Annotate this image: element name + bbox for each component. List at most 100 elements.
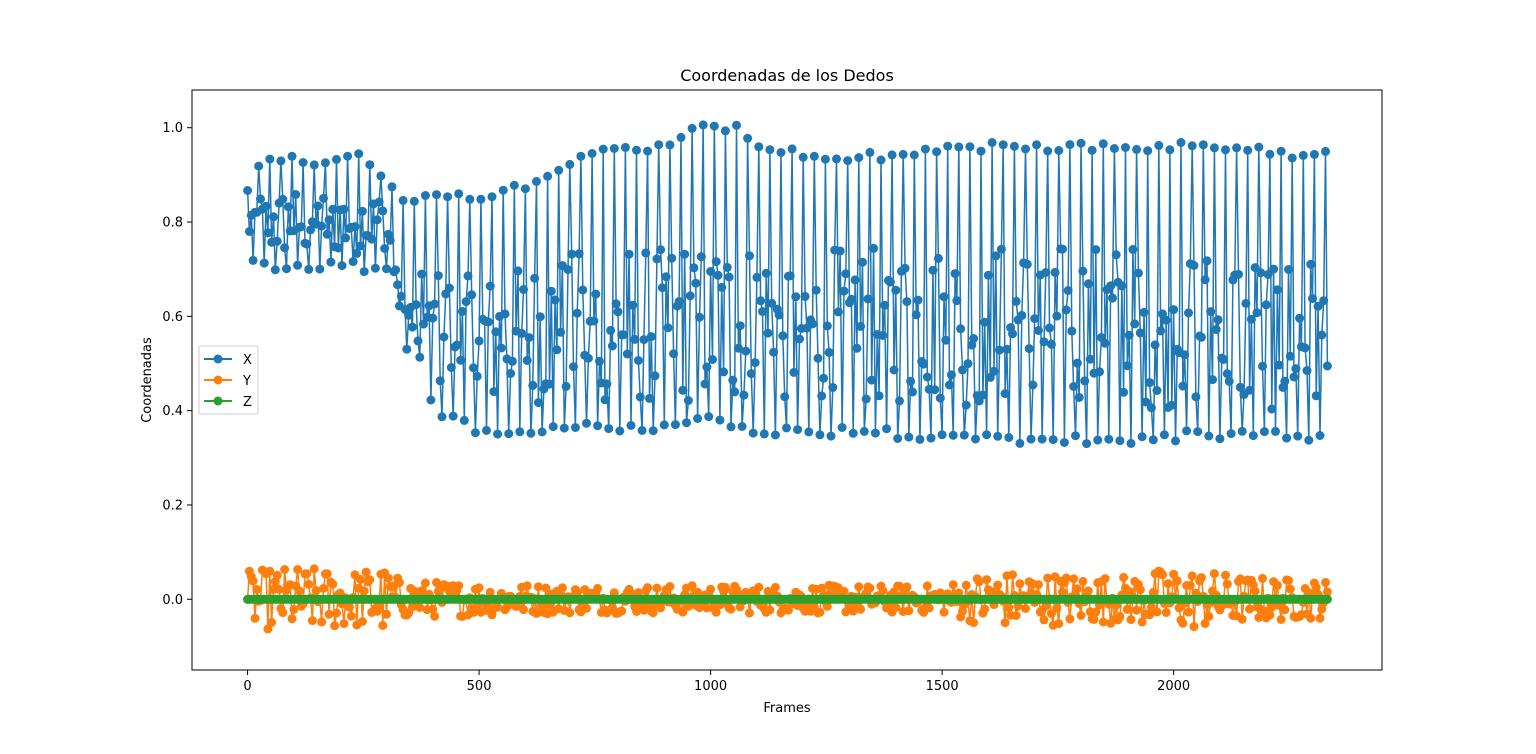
series-x-point xyxy=(370,263,380,273)
series-y-point xyxy=(902,582,912,592)
series-y-point xyxy=(289,605,299,614)
series-x-point xyxy=(1226,429,1236,439)
series-y-point xyxy=(1222,579,1232,589)
series-x-point xyxy=(1154,140,1164,150)
series-x-point xyxy=(865,147,875,157)
series-y-point xyxy=(332,608,341,618)
series-x-point xyxy=(619,330,628,340)
series-x-point xyxy=(1169,305,1179,315)
series-x-point xyxy=(1071,431,1080,441)
series-y-point xyxy=(961,580,971,590)
series-y-point xyxy=(817,583,827,593)
series-x-point xyxy=(695,312,704,322)
series-y-point xyxy=(1187,571,1197,581)
series-x-point xyxy=(526,428,536,438)
series-y-point xyxy=(643,583,653,593)
series-x-point xyxy=(483,317,493,327)
series-x-point xyxy=(1243,145,1253,155)
series-x-point xyxy=(1145,378,1155,388)
series-y-point xyxy=(1061,573,1071,583)
series-x-point xyxy=(1222,369,1232,379)
series-x-point xyxy=(858,257,867,267)
series-y-point xyxy=(454,581,464,591)
series-x-point xyxy=(928,265,938,275)
series-y-point xyxy=(706,584,716,594)
series-x-point xyxy=(556,327,566,337)
series-x-point xyxy=(476,194,486,204)
series-x-point xyxy=(719,367,729,377)
series-x-point xyxy=(1009,141,1019,151)
series-x-point xyxy=(683,396,693,405)
series-x-point xyxy=(648,426,658,436)
series-x-point xyxy=(1011,296,1021,306)
series-x-point xyxy=(546,286,556,296)
series-y-point xyxy=(1100,574,1110,584)
series-y-point xyxy=(378,620,388,630)
series-x-point xyxy=(669,349,679,359)
series-x-point xyxy=(437,412,447,422)
series-x-point xyxy=(635,392,645,402)
series-x-point xyxy=(1074,393,1084,402)
series-x-point xyxy=(811,285,821,295)
series-x-point xyxy=(956,324,966,334)
series-y-point xyxy=(428,604,438,614)
series-x-point xyxy=(337,261,347,271)
series-x-point xyxy=(1291,364,1301,374)
series-x-point xyxy=(1022,259,1032,269)
series-x-point xyxy=(745,251,754,261)
series-x-point xyxy=(620,142,630,152)
series-x-point xyxy=(595,356,604,366)
series-x-point xyxy=(467,290,477,300)
series-x-point xyxy=(1165,145,1175,155)
series-x-point xyxy=(430,299,440,309)
series-x-point xyxy=(833,307,843,317)
series-y-point xyxy=(1250,586,1260,596)
series-x-point xyxy=(1309,149,1319,159)
series-y-point xyxy=(1033,580,1043,590)
series-x-point xyxy=(1148,435,1158,445)
series-x-point xyxy=(791,292,801,302)
series-x-point xyxy=(385,235,395,245)
series-x-point xyxy=(1182,426,1192,436)
series-x-point xyxy=(256,194,265,204)
series-x-point xyxy=(935,393,945,403)
series-x-point xyxy=(532,176,541,186)
series-x-point xyxy=(609,144,619,153)
series-x-point xyxy=(1150,340,1160,350)
series-y-point xyxy=(1221,570,1230,580)
series-x-point xyxy=(715,415,725,425)
series-x-point xyxy=(413,336,423,346)
series-x-point xyxy=(1189,260,1199,270)
legend-label-x: X xyxy=(243,353,252,368)
series-x-point xyxy=(1137,432,1147,442)
series-x-point xyxy=(313,201,323,211)
series-x-point xyxy=(696,252,706,262)
series-x-point xyxy=(1028,380,1038,390)
series-x-point xyxy=(730,387,740,397)
series-y-point xyxy=(652,583,662,593)
series-x-point xyxy=(739,390,749,400)
series-x-point xyxy=(517,328,527,338)
series-x-point xyxy=(524,333,534,343)
series-y-point xyxy=(1306,613,1316,623)
series-x-point xyxy=(1234,269,1243,279)
series-x-point xyxy=(376,171,386,181)
series-x-point xyxy=(1209,143,1219,153)
series-x-point xyxy=(1121,143,1130,152)
series-y-point xyxy=(1041,601,1051,611)
series-x-point xyxy=(350,222,360,232)
series-x-point xyxy=(348,257,358,267)
series-x-point xyxy=(822,321,832,331)
series-x-point xyxy=(832,154,841,164)
series-x-point xyxy=(1221,145,1230,155)
series-y-point xyxy=(665,582,675,591)
series-y-point xyxy=(948,580,958,590)
legend-label-z: Z xyxy=(243,395,252,410)
series-y-point xyxy=(1119,572,1129,582)
series-x-point xyxy=(952,296,962,306)
series-x-point xyxy=(1111,250,1121,260)
series-y-point xyxy=(252,584,262,594)
x-tick-label: 2000 xyxy=(1157,679,1190,694)
series-y-point xyxy=(711,607,721,617)
